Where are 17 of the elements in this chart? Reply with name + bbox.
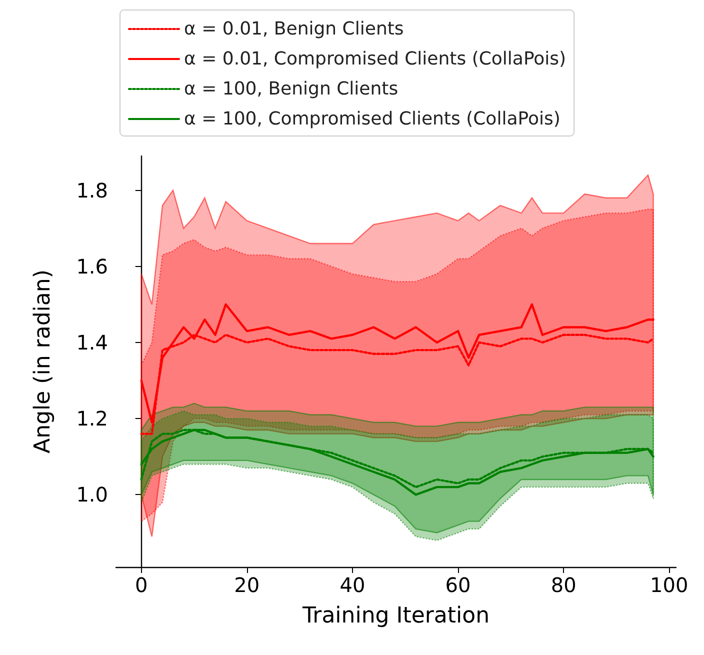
x-tick-label: 80 (550, 573, 576, 597)
y-tick-label: 1.6 (76, 254, 108, 278)
x-tick-label: 60 (445, 573, 471, 597)
legend-label: α = 100, Benign Clients (184, 78, 398, 100)
legend-label: α = 0.01, Benign Clients (184, 18, 404, 40)
x-tick-label: 40 (340, 573, 366, 597)
y-tick-label: 1.2 (76, 406, 108, 431)
x-tick-label: 0 (134, 573, 148, 597)
y-axis-title: Angle (in radian) (30, 270, 56, 454)
y-tick-label: 1.4 (76, 330, 108, 354)
legend-label: α = 0.01, Compromised Clients (CollaPois) (184, 48, 566, 70)
x-tick-label: 20 (234, 573, 260, 597)
legend-label: α = 100, Compromised Clients (CollaPois) (184, 108, 560, 130)
x-axis-title: Training Iteration (301, 604, 490, 628)
y-tick-label: 1.8 (76, 178, 108, 202)
y-tick-label: 1.0 (76, 482, 108, 507)
x-tick-label: 100 (650, 573, 688, 597)
